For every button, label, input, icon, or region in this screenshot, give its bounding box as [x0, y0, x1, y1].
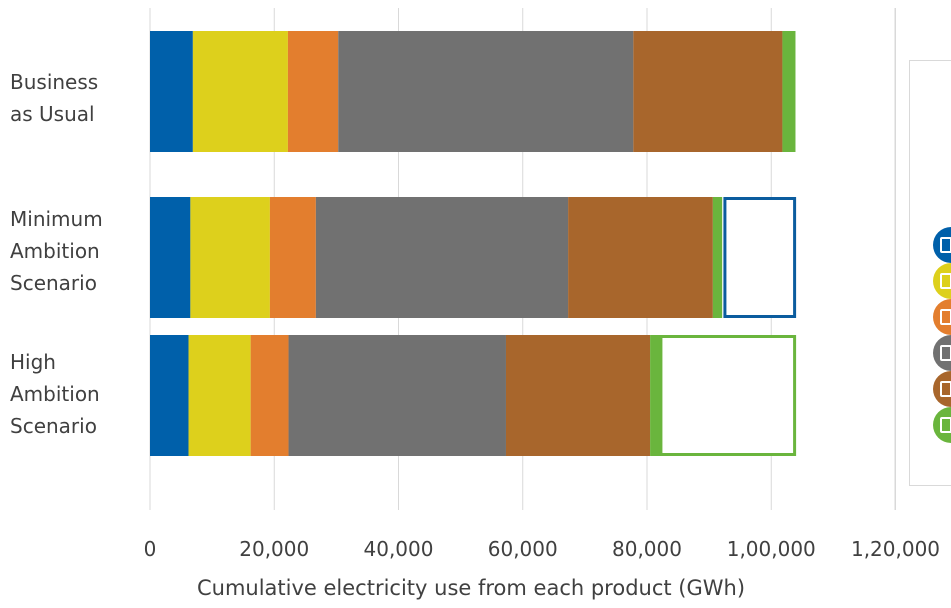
category-label: Business — [10, 70, 98, 94]
x-tick-label: 20,000 — [239, 537, 309, 561]
bar-segment — [150, 197, 190, 318]
x-tick-label: 0 — [144, 537, 157, 561]
category-label: as Usual — [10, 102, 95, 126]
category-label: Scenario — [10, 271, 97, 295]
bar-segment — [506, 335, 650, 456]
x-tick-label: 1,00,000 — [727, 537, 816, 561]
category-label: High — [10, 350, 56, 374]
x-tick-label: 60,000 — [488, 537, 558, 561]
bar-segment — [713, 197, 722, 318]
x-tick-label: 1,20,000 — [851, 537, 940, 561]
x-tick-label: 40,000 — [364, 537, 434, 561]
bar-segment — [150, 31, 193, 152]
x-axis-label: Cumulative electricity use from each pro… — [197, 576, 745, 600]
bar-segment — [316, 197, 568, 318]
bar-segment — [289, 335, 506, 456]
bar-segment — [270, 197, 316, 318]
bar-segment — [251, 335, 289, 456]
bar-segment — [338, 31, 633, 152]
bar-segment — [193, 31, 288, 152]
category-label: Scenario — [10, 414, 97, 438]
bar-segment — [189, 335, 251, 456]
category-label: Ambition — [10, 382, 100, 406]
bar-segment — [782, 31, 795, 152]
bar-segment — [190, 197, 270, 318]
bar-segment — [568, 197, 713, 318]
bar-segment — [633, 31, 782, 152]
bar-segment — [150, 335, 189, 456]
bar-segment — [288, 31, 338, 152]
savings-box — [725, 199, 795, 317]
category-label: Ambition — [10, 239, 100, 263]
category-label: Minimum — [10, 207, 103, 231]
x-tick-label: 80,000 — [612, 537, 682, 561]
savings-box — [661, 337, 795, 455]
